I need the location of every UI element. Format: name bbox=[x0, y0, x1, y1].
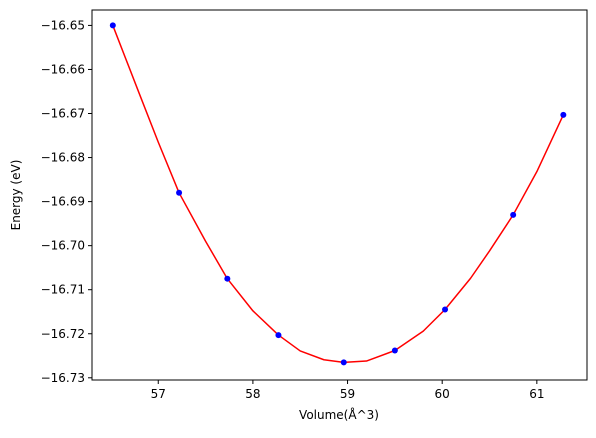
x-axis-label: Volume(Å^3) bbox=[299, 407, 379, 422]
y-axis-label: Energy (eV) bbox=[9, 160, 23, 231]
x-tick-label: 61 bbox=[529, 387, 544, 401]
x-axis-ticks: 57 58 59 60 61 bbox=[151, 380, 544, 401]
y-tick-label: −16.68 bbox=[41, 151, 85, 165]
y-tick-label: −16.70 bbox=[41, 239, 85, 253]
data-point bbox=[275, 332, 282, 339]
y-tick-label: −16.65 bbox=[41, 18, 85, 32]
data-point bbox=[391, 347, 398, 354]
data-point-layer bbox=[109, 22, 567, 366]
data-point bbox=[340, 359, 347, 366]
y-tick-label: −16.69 bbox=[41, 195, 85, 209]
x-tick-label: 60 bbox=[435, 387, 450, 401]
data-point bbox=[442, 306, 449, 313]
fit-curve-line bbox=[112, 25, 565, 364]
y-tick-label: −16.71 bbox=[41, 283, 85, 297]
data-point bbox=[109, 22, 116, 29]
data-point bbox=[176, 189, 183, 196]
data-point bbox=[560, 111, 567, 118]
fit-curve-layer bbox=[112, 25, 565, 364]
x-tick-label: 57 bbox=[151, 387, 166, 401]
x-tick-label: 58 bbox=[245, 387, 260, 401]
y-tick-label: −16.73 bbox=[41, 371, 85, 385]
x-tick-label: 59 bbox=[340, 387, 355, 401]
y-axis-ticks: −16.65 −16.66 −16.67 −16.68 −16.69 −16.70 −16.… bbox=[41, 18, 92, 385]
y-tick-label: −16.66 bbox=[41, 62, 85, 76]
data-point bbox=[224, 275, 231, 282]
y-tick-label: −16.72 bbox=[41, 327, 85, 341]
plot-background bbox=[92, 10, 587, 380]
plot-frame bbox=[91, 9, 588, 381]
data-point bbox=[510, 211, 517, 218]
y-tick-label: −16.67 bbox=[41, 107, 85, 121]
